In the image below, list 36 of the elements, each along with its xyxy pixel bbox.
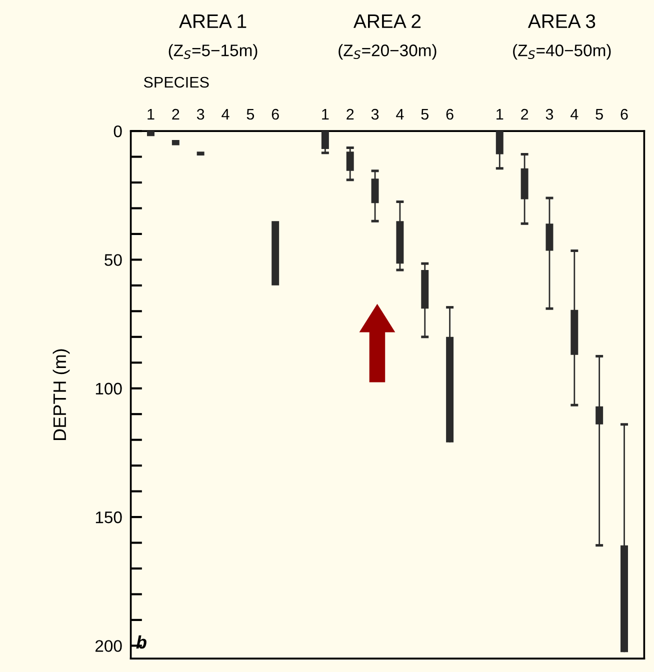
x-tick-label: 5 <box>421 109 428 120</box>
bar <box>172 140 180 146</box>
x-tick-label: 1 <box>148 109 154 120</box>
x-tick-label: 5 <box>246 109 254 120</box>
x-tick-label: 3 <box>196 108 204 120</box>
y-axis-title: DEPTH (m) <box>52 349 70 440</box>
bar <box>272 221 280 286</box>
text: AREA 1 <box>179 14 246 28</box>
x-tick-label: 5 <box>596 109 603 120</box>
x-tick-label: 6 <box>446 108 454 120</box>
x-tick-label: 4 <box>570 109 578 120</box>
bar <box>321 131 329 150</box>
x-tick-label: 2 <box>521 108 528 120</box>
x-tick-label: 3 <box>371 108 379 120</box>
y-tick-label: 150 <box>96 511 122 524</box>
x-tick-label: 6 <box>272 108 279 120</box>
bar <box>196 152 204 156</box>
y-tick-label: 50 <box>104 254 122 266</box>
x-tick-label: 1 <box>322 109 329 120</box>
x-tick-label: 4 <box>222 109 230 120</box>
x-tick-label: 6 <box>620 108 628 120</box>
y-tick-label: 0 <box>114 125 122 138</box>
x-tick-label: 4 <box>396 109 404 120</box>
text: SPECIES <box>144 76 209 88</box>
text: AREA 3 <box>528 14 596 28</box>
x-tick-label: 2 <box>346 108 354 120</box>
text: (Z$_{S}$=5−15m) <box>168 44 258 60</box>
x-tick-label: 3 <box>546 108 554 120</box>
y-tick-label: 100 <box>96 382 122 395</box>
y-tick-label: 200 <box>96 640 122 652</box>
bar <box>147 131 154 136</box>
text: AREA 2 <box>353 14 421 28</box>
x-tick-label: 2 <box>172 108 180 120</box>
text: (Z$_{S}$=40−50m) <box>513 44 611 60</box>
x-tick-label: 1 <box>496 109 504 120</box>
text: (Z$_{S}$=20−30m) <box>338 44 436 60</box>
